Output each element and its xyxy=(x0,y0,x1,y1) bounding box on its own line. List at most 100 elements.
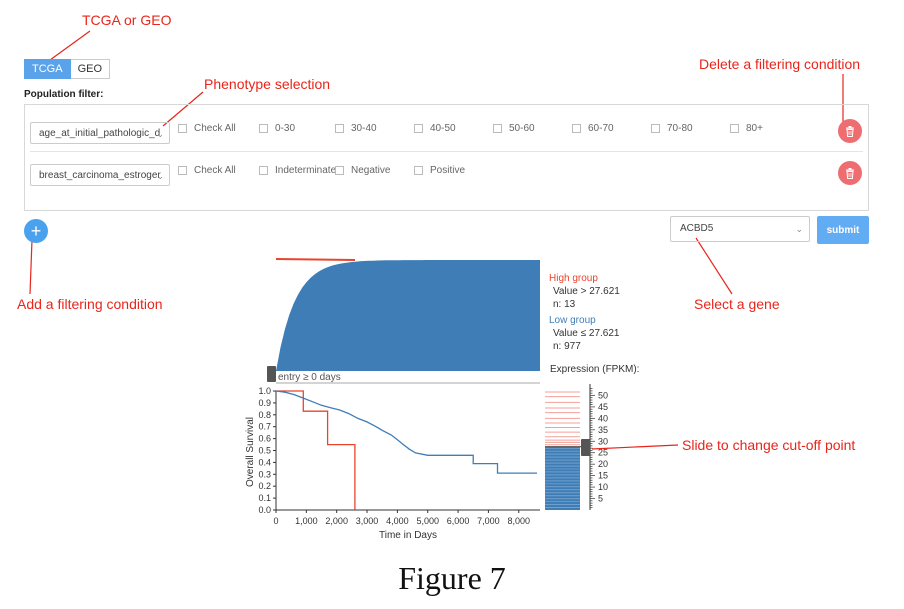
filter-row: breast_carcinoma_estroger ⌄ Check All In… xyxy=(30,153,863,193)
checkbox-label: 0-30 xyxy=(275,123,296,134)
y-tick-label: 1.0 xyxy=(258,386,271,396)
expression-tick-label: 25 xyxy=(598,448,608,458)
gene-select[interactable]: ACBD5 ⌄ xyxy=(670,216,810,242)
checkbox-label: Check All xyxy=(194,165,236,176)
figure-caption: Figure 7 xyxy=(398,560,506,596)
y-tick-label: 0.3 xyxy=(258,469,271,479)
km-curve-low-group xyxy=(275,390,537,474)
checkbox-icon xyxy=(335,124,344,133)
checkbox-check-all[interactable]: Check All xyxy=(178,165,236,176)
high-group-n: n: 13 xyxy=(553,299,576,310)
high-group-distribution-line xyxy=(275,258,356,261)
y-tick-label: 0.0 xyxy=(258,505,271,515)
expression-distribution-area xyxy=(276,260,540,371)
entry-slider-handle[interactable] xyxy=(267,366,276,382)
arrow-cutoff xyxy=(591,444,679,450)
phenotype-select-value: age_at_initial_pathologic_d xyxy=(39,128,161,139)
expression-distribution xyxy=(275,258,540,371)
phenotype-select[interactable]: breast_carcinoma_estroger ⌄ xyxy=(30,164,170,186)
checkbox-icon xyxy=(730,124,739,133)
checkbox-option[interactable]: 50-60 xyxy=(493,123,535,134)
y-tick-label: 0.8 xyxy=(258,410,271,420)
checkbox-option[interactable]: 80+ xyxy=(730,123,763,134)
checkbox-icon xyxy=(651,124,660,133)
trash-icon xyxy=(846,167,854,179)
checkbox-option[interactable]: Positive xyxy=(414,165,465,176)
high-group-value: Value > 27.621 xyxy=(553,286,620,297)
checkbox-label: Negative xyxy=(351,165,391,176)
x-tick-label: 2,000 xyxy=(325,516,348,526)
low-group-value: Value ≤ 27.621 xyxy=(553,328,620,339)
filter-row: age_at_initial_pathologic_d ⌄ Check All … xyxy=(30,111,863,152)
annotation-tcga-or-geo: TCGA or GEO xyxy=(82,12,172,28)
low-group-expression-band xyxy=(545,446,580,510)
y-tick-label: 0.9 xyxy=(258,398,271,408)
x-tick-label: 1,000 xyxy=(295,516,318,526)
delete-filter-button[interactable] xyxy=(838,161,862,185)
expression-tick-label: 5 xyxy=(598,494,603,504)
checkbox-icon xyxy=(493,124,502,133)
tab-tcga[interactable]: TCGA xyxy=(24,59,71,79)
expression-tick-label: 20 xyxy=(598,459,608,469)
expression-tick-label: 35 xyxy=(598,425,608,435)
arrow-phenotype xyxy=(162,91,204,127)
checkbox-icon xyxy=(178,166,187,175)
checkbox-option[interactable]: 40-50 xyxy=(414,123,456,134)
checkbox-icon xyxy=(335,166,344,175)
checkbox-option[interactable]: Negative xyxy=(335,165,390,176)
annotation-slide-cutoff: Slide to change cut-off point xyxy=(682,437,856,453)
checkbox-icon xyxy=(178,124,187,133)
annotation-select-gene: Select a gene xyxy=(694,296,780,312)
arrow-add xyxy=(29,239,33,295)
expression-tick-label: 50 xyxy=(598,390,608,400)
gene-select-value: ACBD5 xyxy=(680,223,714,234)
y-tick-label: 0.5 xyxy=(258,446,271,456)
submit-button[interactable]: submit xyxy=(817,216,869,244)
delete-filter-button[interactable] xyxy=(838,119,862,143)
add-filter-button[interactable]: + xyxy=(24,219,48,243)
annotation-phenotype-selection: Phenotype selection xyxy=(204,76,331,92)
y-tick-label: 0.2 xyxy=(258,481,271,491)
filter-panel: age_at_initial_pathologic_d ⌄ Check All … xyxy=(24,104,869,211)
checkbox-icon xyxy=(259,124,268,133)
x-axis-label: Time in Days xyxy=(379,530,437,541)
dataset-tabs: TCGA GEO xyxy=(24,59,111,79)
entry-label: entry ≥ 0 days xyxy=(278,372,341,383)
checkbox-option[interactable]: Indeterminate xyxy=(259,165,336,176)
arrow-gene xyxy=(695,237,733,295)
low-group-n: n: 977 xyxy=(553,341,581,352)
checkbox-label: 80+ xyxy=(746,123,763,134)
km-curves xyxy=(275,390,537,510)
chevron-down-icon: ⌄ xyxy=(795,224,803,234)
population-filter-label: Population filter: xyxy=(24,89,104,100)
x-tick-label: 0 xyxy=(273,516,278,526)
x-tick-label: 7,000 xyxy=(477,516,500,526)
tab-geo[interactable]: GEO xyxy=(70,59,111,79)
checkbox-label: Positive xyxy=(430,165,466,176)
checkbox-icon xyxy=(414,124,423,133)
x-tick-label: 6,000 xyxy=(447,516,470,526)
trash-icon xyxy=(846,125,854,137)
y-tick-label: 0.1 xyxy=(258,493,271,503)
checkbox-label: 70-80 xyxy=(667,123,693,134)
checkbox-label: 50-60 xyxy=(509,123,535,134)
expression-tick-label: 40 xyxy=(598,413,608,423)
annotation-delete-filter: Delete a filtering condition xyxy=(699,56,861,72)
cutoff-slider-handle[interactable] xyxy=(581,439,590,456)
checkbox-option[interactable]: 70-80 xyxy=(651,123,693,134)
chevron-down-icon: ⌄ xyxy=(156,129,164,139)
phenotype-select[interactable]: age_at_initial_pathologic_d ⌄ xyxy=(30,122,170,144)
chevron-down-icon: ⌄ xyxy=(156,171,164,181)
y-axis-label: Overall Survival xyxy=(245,417,256,487)
checkbox-option[interactable]: 0-30 xyxy=(259,123,295,134)
checkbox-option[interactable]: 60-70 xyxy=(572,123,614,134)
checkbox-label: 60-70 xyxy=(588,123,614,134)
checkbox-icon xyxy=(572,124,581,133)
checkbox-check-all[interactable]: Check All xyxy=(178,123,236,134)
expression-tick-label: 10 xyxy=(598,482,608,492)
arrow-tcga xyxy=(49,30,91,61)
checkbox-option[interactable]: 30-40 xyxy=(335,123,377,134)
y-tick-label: 0.6 xyxy=(258,434,271,444)
